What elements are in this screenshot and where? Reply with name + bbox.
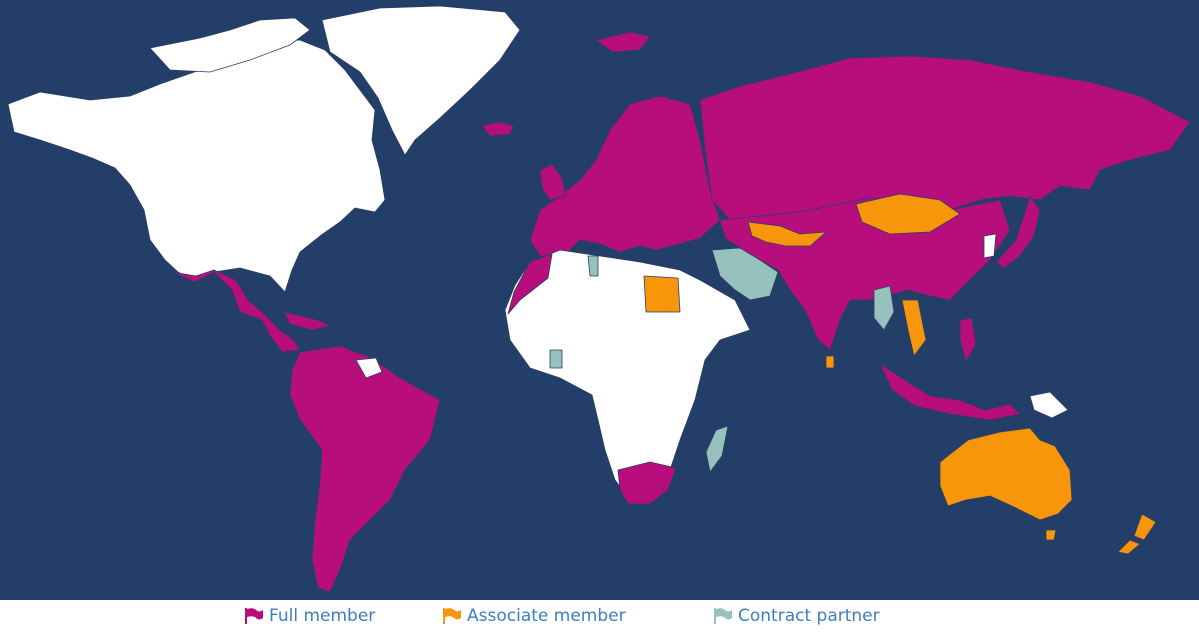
region-south-america [289, 345, 441, 593]
legend-item-full-member: Full member [244, 604, 375, 628]
region-tasmania [1045, 529, 1057, 541]
legend-label-associate-member: Associate member [467, 606, 626, 626]
region-europe [529, 95, 721, 259]
region-korea [983, 233, 997, 259]
legend-label-contract-partner: Contract partner [738, 606, 880, 626]
region-caribbean [283, 311, 331, 331]
legend-label-full-member: Full member [269, 606, 376, 626]
region-mongolia [855, 193, 961, 235]
flag-icon [714, 608, 732, 624]
region-guianas [355, 357, 383, 379]
region-japan [995, 195, 1041, 269]
flag-icon [245, 608, 263, 624]
world-membership-map [0, 0, 1199, 600]
region-canadian-islands [149, 17, 311, 73]
region-iran [711, 247, 779, 301]
region-tunisia [587, 255, 599, 277]
region-southeast-asia [879, 363, 1021, 421]
region-egypt [643, 275, 681, 313]
region-mexico-central-america [171, 269, 301, 353]
region-ghana [549, 349, 563, 369]
region-morocco [507, 253, 553, 315]
region-iceland [481, 121, 515, 137]
region-uk [539, 163, 567, 201]
legend-item-associate-member: Associate member [442, 604, 626, 628]
region-central-asia-associate [747, 221, 827, 247]
region-south-africa [617, 461, 677, 505]
legend-item-contract-partner: Contract partner [713, 604, 880, 628]
legend: Full member Associate member Contract pa… [0, 600, 1199, 633]
region-papua-new-guinea [1029, 391, 1069, 419]
region-madagascar [705, 425, 729, 473]
region-philippines [959, 317, 977, 363]
region-sri-lanka [825, 355, 835, 369]
region-greenland [321, 5, 521, 156]
region-vietnam [901, 299, 927, 357]
flag-icon [443, 608, 461, 624]
region-myanmar [873, 285, 895, 331]
region-scandinavia-north [595, 31, 651, 53]
region-australia [939, 427, 1073, 521]
region-new-zealand [1117, 513, 1157, 555]
